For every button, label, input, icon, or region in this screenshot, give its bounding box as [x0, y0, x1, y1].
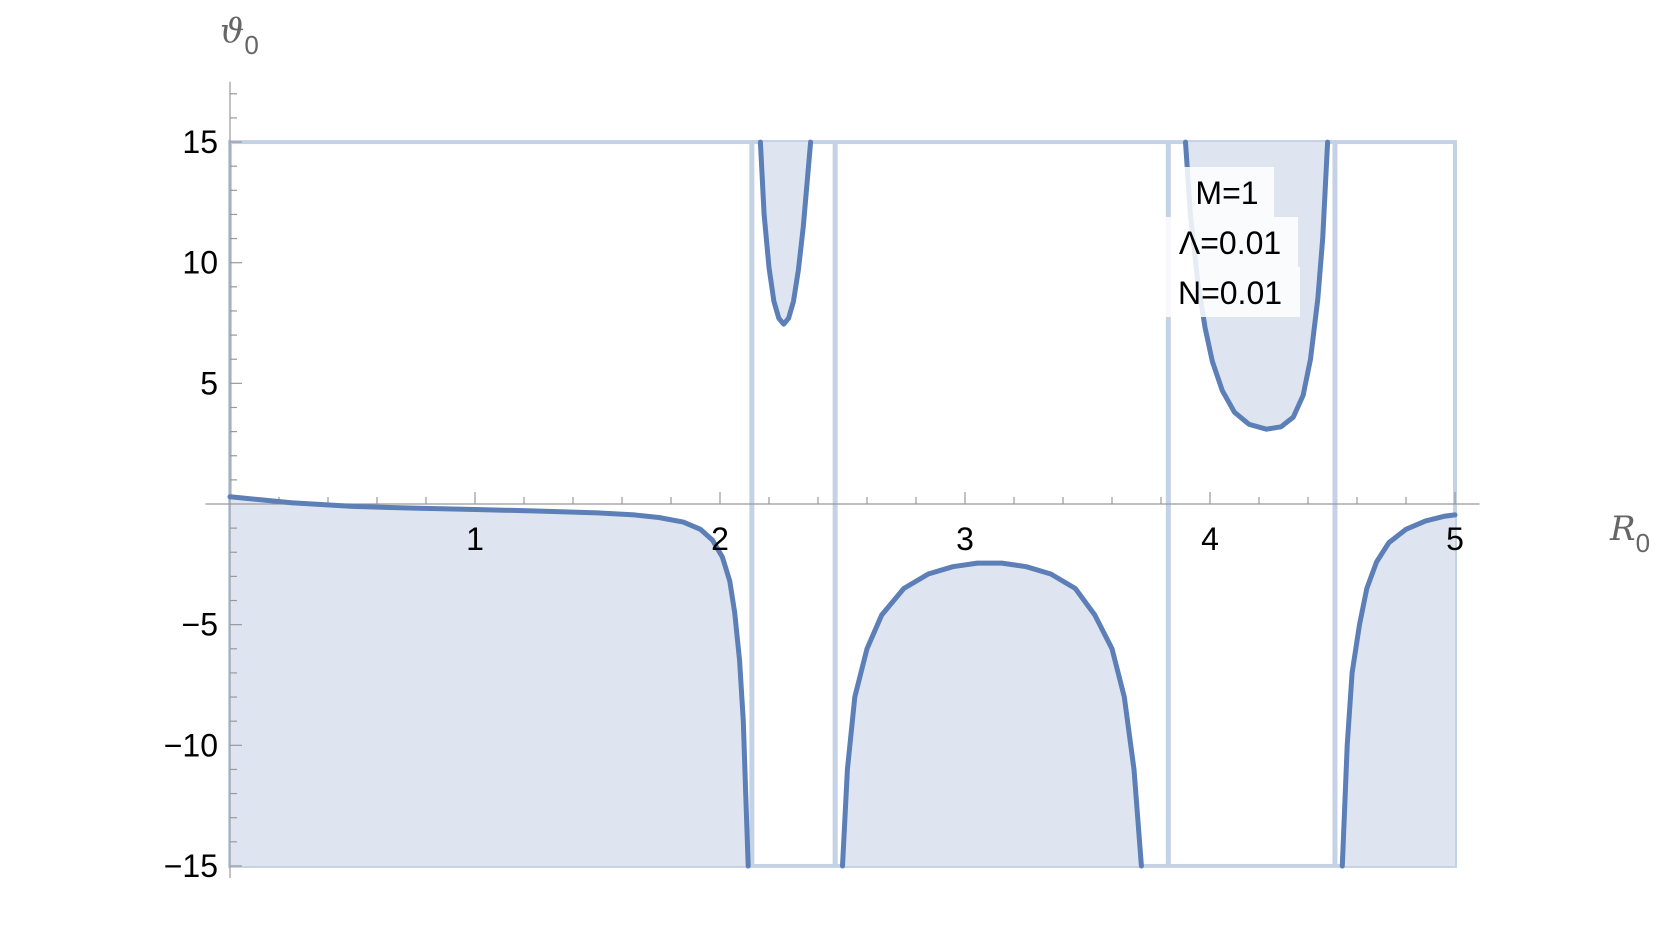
fill-region-3 — [842, 563, 1142, 866]
fill-region-1 — [230, 496, 749, 866]
y-axis-label-main: ϑ — [220, 11, 244, 51]
legend-bg-1 — [1180, 167, 1274, 217]
ticks-layer — [230, 93, 1456, 867]
curve-branch-3 — [840, 560, 1144, 869]
x-tick-label: 4 — [1201, 521, 1219, 557]
y-axis-label-sub: 0 — [244, 30, 258, 60]
curve-layer — [227, 139, 1458, 869]
x-axis-label: R0 — [1609, 509, 1650, 558]
x-axis-label-main: R — [1609, 509, 1636, 549]
x-tick-label: 5 — [1446, 521, 1464, 557]
y-tick-label: −10 — [164, 727, 218, 763]
y-tick-label: 10 — [182, 245, 218, 281]
svg-text:R0: R0 — [1609, 509, 1650, 558]
tick-labels: 1 2 3 4 5 −15 −10 −5 5 10 15 — [164, 124, 1464, 884]
curve-branch-2 — [757, 139, 814, 327]
x-tick-label: 3 — [956, 521, 974, 557]
legend-bg-2 — [1162, 217, 1298, 267]
curve-branch-1 — [227, 494, 751, 869]
y-axis-label: ϑ0 — [220, 11, 259, 60]
legend-bg-3 — [1160, 267, 1300, 317]
x-tick-label: 2 — [711, 521, 729, 557]
fill-region-5 — [1342, 514, 1455, 866]
svg-text:ϑ0: ϑ0 — [220, 11, 259, 60]
y-tick-label: 5 — [200, 365, 218, 401]
legend-item-lambda: Λ=0.01 — [1179, 225, 1281, 261]
y-tick-label: 15 — [182, 124, 218, 160]
legend-item-n: N=0.01 — [1178, 275, 1282, 311]
legend-item-m: M=1 — [1195, 175, 1258, 211]
legend: M=1 Λ=0.01 N=0.01 — [1160, 167, 1300, 317]
y-tick-label: −5 — [182, 607, 218, 643]
curve-branch-5 — [1339, 512, 1458, 869]
x-tick-label: 1 — [466, 521, 484, 557]
y-tick-label: −15 — [164, 848, 218, 884]
x-axis-label-sub: 0 — [1636, 528, 1650, 558]
